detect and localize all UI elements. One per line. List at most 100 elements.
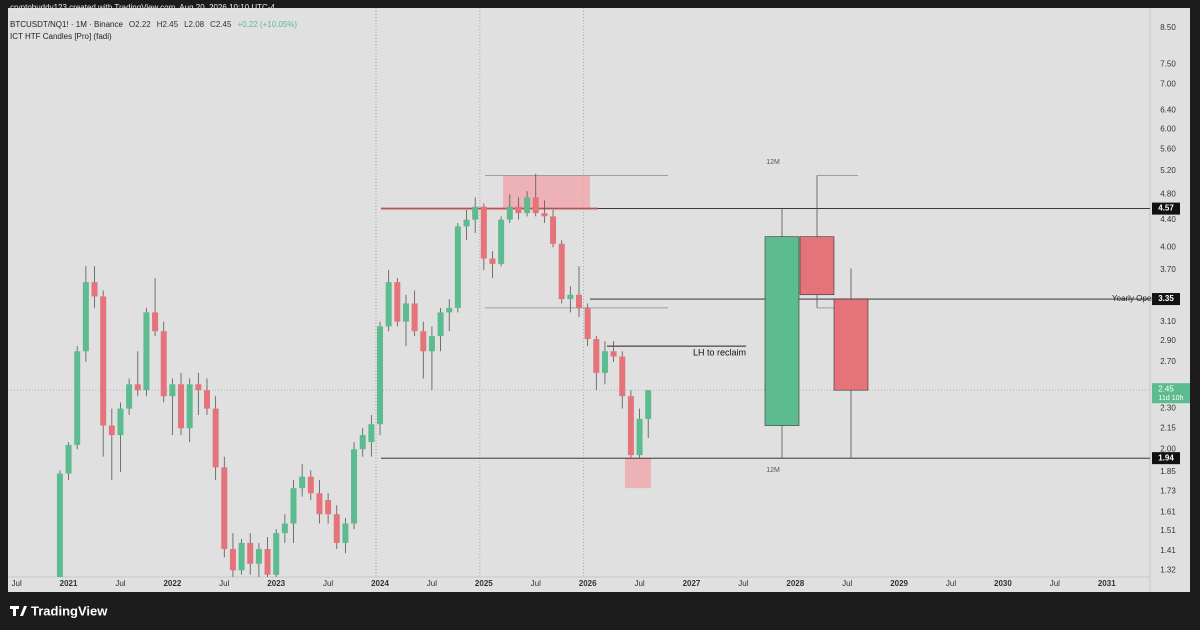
candle-body bbox=[325, 500, 332, 515]
x-tick-label: Jul bbox=[842, 579, 852, 588]
candle-body bbox=[428, 336, 435, 352]
price-label-box bbox=[1152, 452, 1180, 465]
y-tick-label: 1.32 bbox=[1160, 565, 1176, 574]
candle-body bbox=[515, 206, 522, 214]
x-tick-label: Jul bbox=[634, 579, 644, 588]
candle-body bbox=[351, 449, 358, 524]
y-tick-label: 2.00 bbox=[1160, 444, 1176, 453]
candle-body bbox=[377, 326, 384, 425]
x-tick-label: 2023 bbox=[267, 579, 285, 588]
candle-body bbox=[645, 390, 652, 419]
candle-body bbox=[480, 206, 487, 259]
htf-body bbox=[764, 236, 800, 426]
ohlc-value: +0.22 (+10.05%) bbox=[237, 20, 297, 29]
candle-body bbox=[584, 307, 591, 340]
candle-body bbox=[281, 523, 288, 534]
x-tick-label: Jul bbox=[427, 579, 437, 588]
x-tick-label: 2027 bbox=[683, 579, 701, 588]
candle-body bbox=[134, 384, 141, 391]
x-tick-label: Jul bbox=[738, 579, 748, 588]
y-tick-label: 5.60 bbox=[1160, 145, 1176, 154]
candle-body bbox=[82, 282, 89, 352]
level-name: Yearly Open bbox=[1112, 294, 1156, 303]
candle-body bbox=[307, 476, 314, 494]
candle-body bbox=[368, 424, 375, 443]
footer-logo: TradingView bbox=[10, 603, 108, 618]
y-tick-label: 5.20 bbox=[1160, 166, 1176, 175]
candle-body bbox=[619, 356, 626, 397]
candle-body bbox=[627, 396, 634, 456]
ohlc-value: L2.08 bbox=[184, 20, 205, 29]
candle-body bbox=[195, 384, 202, 391]
x-tick-label: 2031 bbox=[1098, 579, 1116, 588]
x-tick-label: 2021 bbox=[60, 579, 78, 588]
candle-body bbox=[273, 533, 280, 575]
y-tick-label: 2.90 bbox=[1160, 336, 1176, 345]
candle-body bbox=[126, 384, 133, 409]
plot bbox=[8, 8, 1150, 577]
candle-body bbox=[437, 312, 444, 337]
candle-body bbox=[558, 243, 565, 300]
y-tick-label: 1.73 bbox=[1160, 487, 1176, 496]
x-tick-label: 2029 bbox=[890, 579, 908, 588]
candle-body bbox=[255, 549, 262, 564]
x-tick-label: Jul bbox=[219, 579, 229, 588]
candle-body bbox=[91, 282, 98, 297]
x-tick-label: 2022 bbox=[163, 579, 181, 588]
level-strip bbox=[381, 207, 598, 211]
y-tick-label: 2.15 bbox=[1160, 423, 1176, 432]
zone bbox=[503, 175, 590, 209]
candle-body bbox=[203, 390, 210, 409]
candle-body bbox=[567, 294, 574, 300]
candle-body bbox=[532, 197, 539, 214]
candle-body bbox=[550, 216, 557, 244]
annotation-text: LH to reclaim bbox=[693, 348, 746, 358]
y-tick-label: 2.30 bbox=[1160, 404, 1176, 413]
candle-body bbox=[160, 331, 167, 397]
price-label-box bbox=[1152, 293, 1180, 306]
candle-body bbox=[489, 258, 496, 264]
candle-body bbox=[221, 467, 228, 550]
y-tick-label: 1.61 bbox=[1160, 508, 1176, 517]
candle-body bbox=[593, 339, 600, 373]
y-tick-label: 4.80 bbox=[1160, 189, 1176, 198]
htf-body bbox=[799, 236, 835, 296]
x-tick-label: Jul bbox=[946, 579, 956, 588]
candle-body bbox=[498, 219, 505, 264]
brand-name: TradingView bbox=[31, 603, 108, 618]
candle-body bbox=[152, 312, 159, 332]
candle-body bbox=[472, 206, 479, 220]
zone bbox=[625, 458, 651, 489]
y-tick-label: 3.10 bbox=[1160, 317, 1176, 326]
candle-body bbox=[117, 408, 124, 436]
htf-body bbox=[833, 298, 869, 391]
candle-body bbox=[178, 384, 185, 429]
y-tick-label: 1.41 bbox=[1160, 546, 1176, 555]
last-price-label: 2.45 bbox=[1158, 384, 1174, 393]
candle-body bbox=[264, 549, 271, 575]
x-tick-label: 2030 bbox=[994, 579, 1012, 588]
last-price-box bbox=[1152, 383, 1190, 404]
candle-body bbox=[420, 331, 427, 352]
candle-body bbox=[601, 351, 608, 373]
htf-label: 12M bbox=[766, 159, 780, 166]
y-tick-label: 3.70 bbox=[1160, 265, 1176, 274]
symbol-title: BTCUSDT/NQ1! · 1M · Binance bbox=[10, 20, 123, 29]
x-tick-label: Jul bbox=[531, 579, 541, 588]
watermark: cryptobuddy123 created with TradingView.… bbox=[10, 3, 275, 12]
y-tick-label: 4.40 bbox=[1160, 215, 1176, 224]
x-tick-label: 2025 bbox=[475, 579, 493, 588]
candle-body bbox=[74, 351, 81, 445]
candle-body bbox=[333, 514, 340, 543]
y-tick-label: 6.00 bbox=[1160, 124, 1176, 133]
countdown: 11d 10h bbox=[1159, 395, 1184, 402]
ohlc-value: O2.22 bbox=[129, 20, 151, 29]
y-tick-label: 7.00 bbox=[1160, 80, 1176, 89]
candle-body bbox=[506, 206, 513, 220]
htf-label: 12M bbox=[766, 467, 780, 474]
candle-body bbox=[385, 282, 392, 327]
candle-body bbox=[316, 493, 323, 515]
candle-body bbox=[463, 219, 470, 227]
x-tick-label: Jul bbox=[12, 579, 22, 588]
candle-body bbox=[394, 282, 401, 322]
